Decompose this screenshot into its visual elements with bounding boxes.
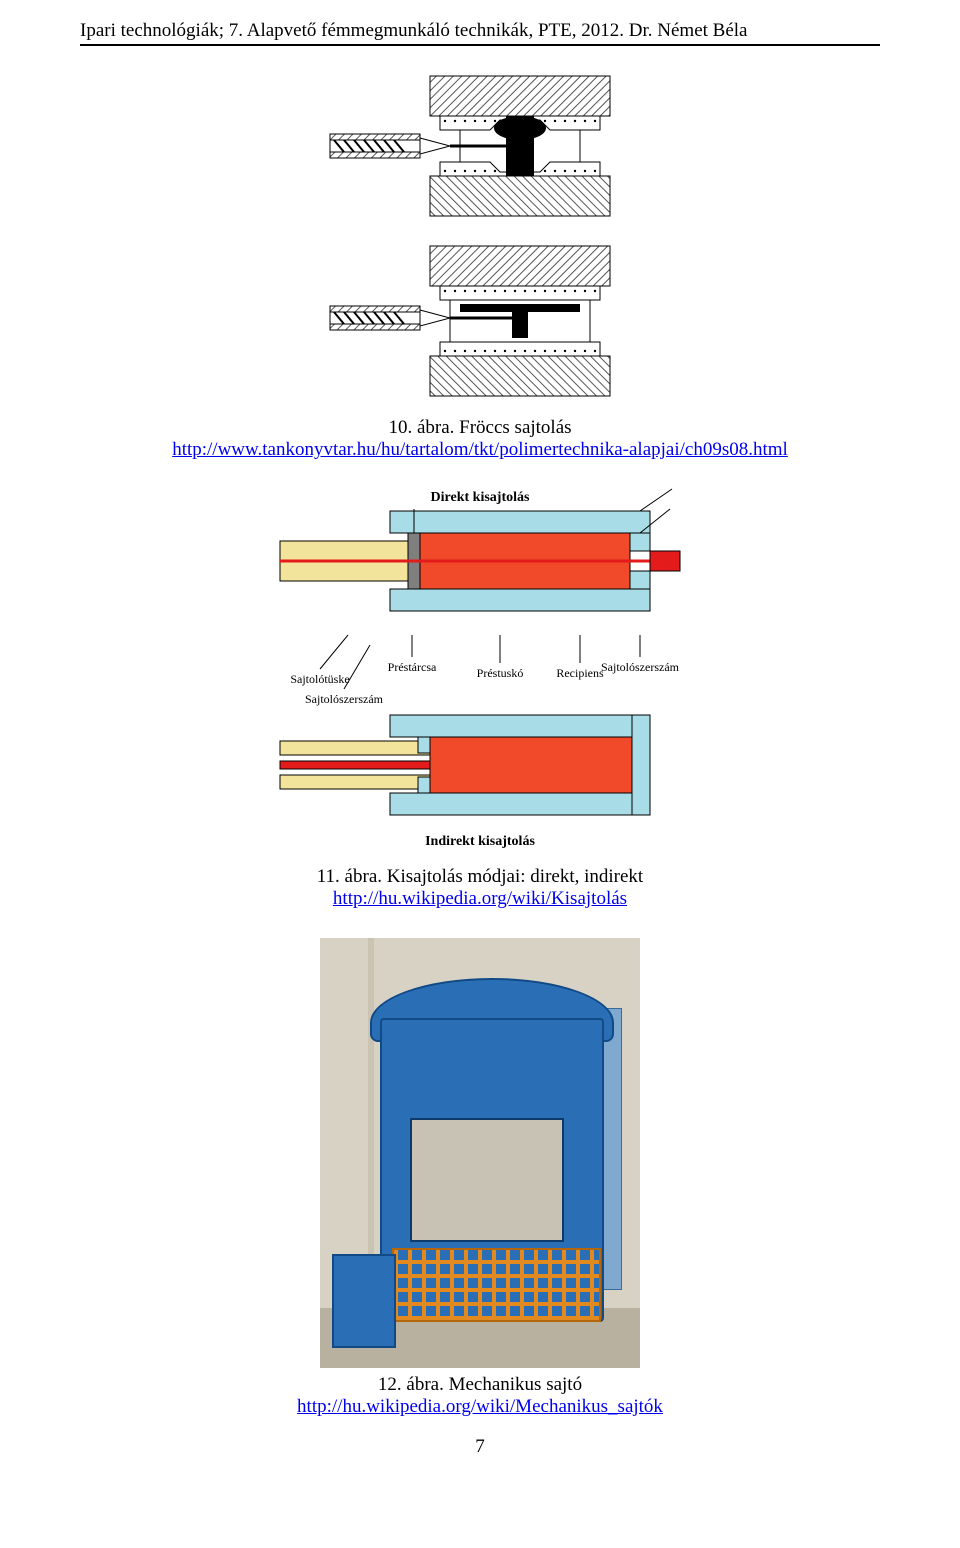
label-sajtolotuske: Sajtolótüske (290, 672, 349, 686)
figure-12-caption: 12. ábra. Mechanikus sajtó (378, 1374, 582, 1395)
figure-10: 10. ábra. Fröccs sajtolás http://www.tan… (80, 66, 880, 461)
injection-mold-diagram-icon (310, 66, 650, 406)
indirect-extrusion-title: Indirekt kisajtolás (425, 834, 535, 849)
page-header: Ipari technológiák; 7. Alapvető fémmegmu… (80, 20, 880, 44)
page-number: 7 (80, 1436, 880, 1458)
label-prestusko: Préstuskó (477, 666, 524, 680)
figure-11-caption: 11. ábra. Kisajtolás módjai: direkt, ind… (317, 866, 643, 887)
figure-10-caption: 10. ábra. Fröccs sajtolás (388, 417, 571, 438)
extrusion-diagram-icon: Direkt kisajtolás (250, 485, 710, 855)
mechanical-press-photo (320, 938, 640, 1368)
figure-11: Direkt kisajtolás (80, 485, 880, 910)
label-sajtoloszerszam-left: Sajtolószerszám (305, 692, 384, 706)
figure-10-link[interactable]: http://www.tankonyvtar.hu/hu/tartalom/tk… (172, 439, 788, 460)
label-recipiens: Recipiens (556, 666, 604, 680)
direct-extrusion-title: Direkt kisajtolás (431, 490, 530, 505)
label-sajtoloszerszam-right: Sajtolószerszám (601, 660, 680, 674)
header-rule (80, 44, 880, 46)
label-prestarcsa: Préstárcsa (388, 660, 437, 674)
figure-12: 12. ábra. Mechanikus sajtó http://hu.wik… (80, 938, 880, 1418)
figure-12-link[interactable]: http://hu.wikipedia.org/wiki/Mechanikus_… (297, 1396, 663, 1417)
figure-11-link[interactable]: http://hu.wikipedia.org/wiki/Kisajtolás (333, 888, 627, 909)
